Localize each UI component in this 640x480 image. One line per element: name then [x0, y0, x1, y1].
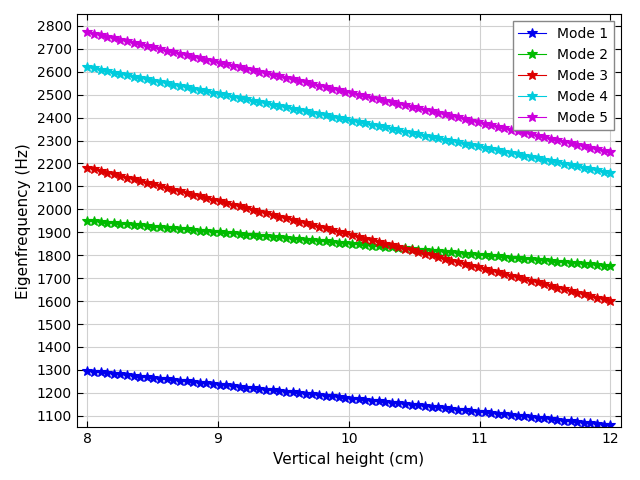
Mode 3 — [401, 246, 409, 252]
Line: Mode 4: Mode 4 — [83, 62, 615, 178]
Mode 1 — [395, 400, 403, 406]
Mode 3 — [441, 256, 449, 262]
Mode 3 — [83, 165, 91, 170]
Mode 1 — [315, 392, 323, 398]
Mode 1 — [607, 422, 614, 428]
Mode 5 — [421, 107, 429, 113]
Mode 5 — [401, 102, 409, 108]
Mode 2 — [395, 245, 403, 251]
Mode 5 — [547, 136, 555, 142]
Line: Mode 3: Mode 3 — [83, 163, 615, 306]
Mode 4 — [83, 64, 91, 70]
Mode 1 — [421, 403, 429, 409]
Mode 4 — [421, 132, 429, 138]
Mode 3 — [607, 298, 614, 304]
Mode 2 — [607, 264, 614, 269]
Mode 5 — [441, 111, 449, 117]
Line: Mode 2: Mode 2 — [83, 216, 615, 271]
Mode 5 — [315, 83, 323, 88]
Mode 2 — [83, 218, 91, 224]
Mode 1 — [547, 416, 555, 422]
Mode 1 — [441, 405, 449, 411]
Mode 4 — [607, 170, 614, 176]
Mode 5 — [607, 150, 614, 156]
Mode 4 — [401, 129, 409, 134]
Mode 4 — [395, 127, 403, 133]
Line: Mode 5: Mode 5 — [83, 27, 615, 157]
Y-axis label: Eigenfrequency (Hz): Eigenfrequency (Hz) — [16, 143, 31, 299]
Mode 2 — [441, 249, 449, 255]
Mode 4 — [315, 111, 323, 117]
Mode 1 — [83, 368, 91, 374]
X-axis label: Vertical height (cm): Vertical height (cm) — [273, 452, 424, 467]
Mode 1 — [401, 401, 409, 407]
Mode 2 — [547, 258, 555, 264]
Legend: Mode 1, Mode 2, Mode 3, Mode 4, Mode 5: Mode 1, Mode 2, Mode 3, Mode 4, Mode 5 — [513, 21, 614, 130]
Mode 4 — [547, 158, 555, 164]
Mode 3 — [547, 283, 555, 289]
Mode 2 — [421, 247, 429, 253]
Mode 5 — [83, 29, 91, 35]
Line: Mode 1: Mode 1 — [83, 366, 615, 430]
Mode 3 — [421, 251, 429, 257]
Mode 2 — [401, 245, 409, 251]
Mode 4 — [441, 137, 449, 143]
Mode 3 — [395, 244, 403, 250]
Mode 5 — [395, 101, 403, 107]
Mode 3 — [315, 224, 323, 229]
Mode 2 — [315, 238, 323, 244]
